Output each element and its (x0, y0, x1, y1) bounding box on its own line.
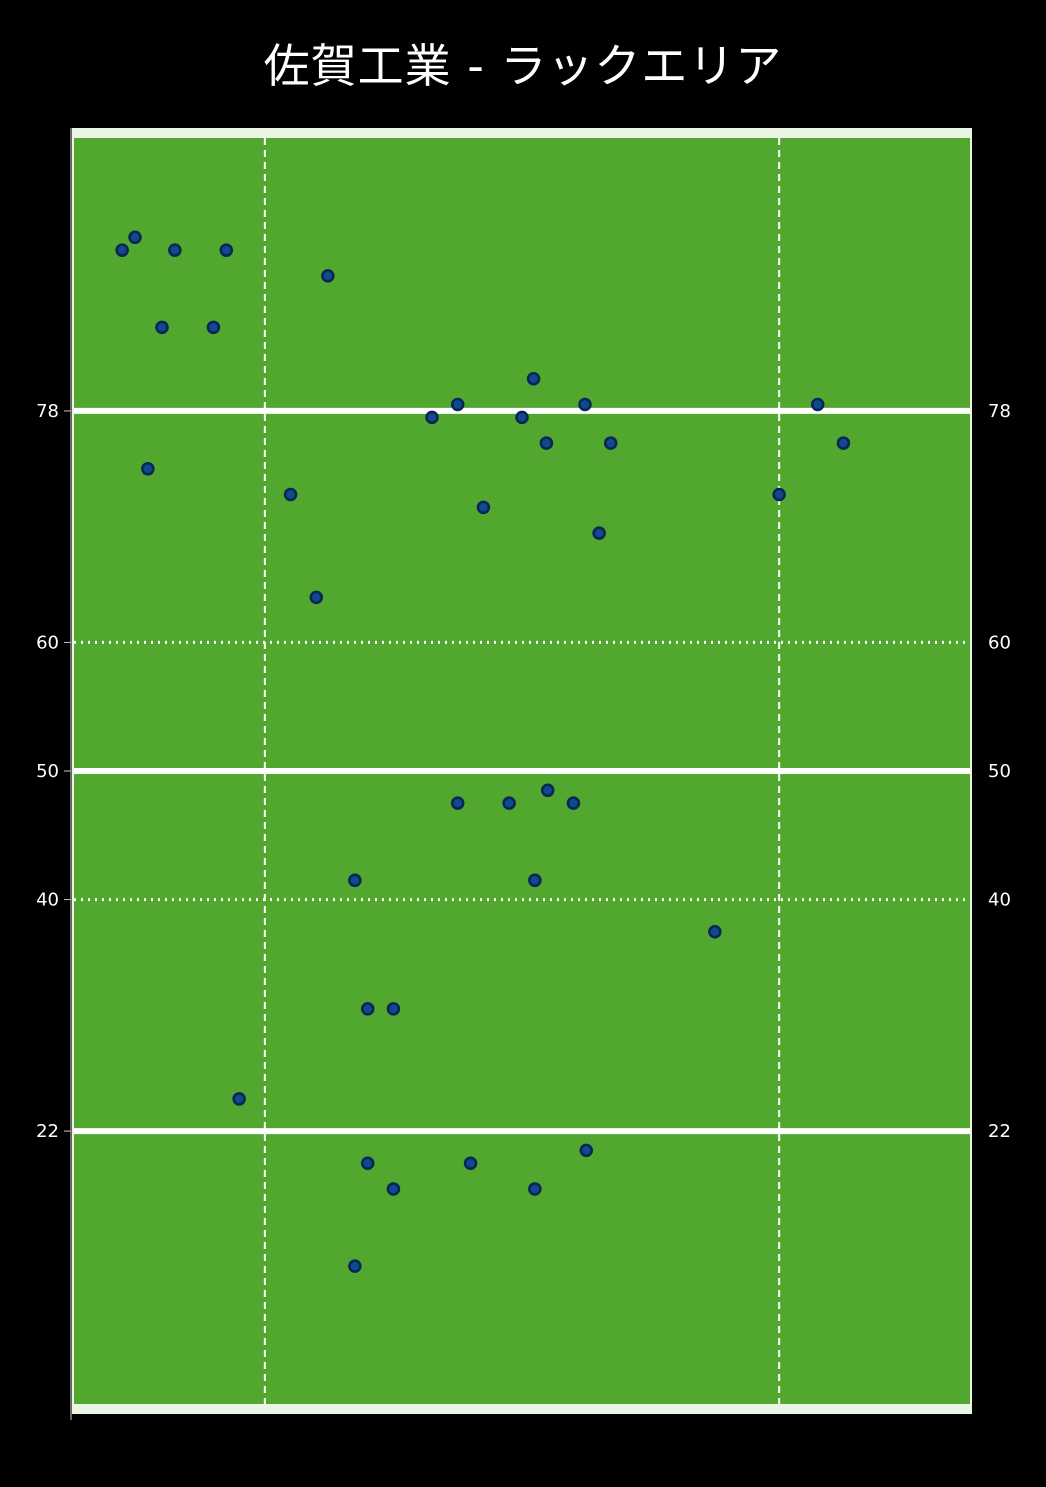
data-point-0 (115, 243, 129, 257)
tick-label-left-50: 50 (36, 761, 59, 782)
data-point-21 (309, 590, 324, 605)
data-point-30 (386, 1002, 401, 1016)
data-point-6 (206, 320, 221, 335)
data-point-14 (810, 397, 825, 412)
data-point-35 (386, 1182, 401, 1196)
data-point-16 (141, 462, 155, 476)
data-point-9 (450, 397, 465, 412)
data-point-17 (283, 487, 298, 502)
data-point-18 (476, 500, 491, 515)
data-point-26 (348, 873, 362, 888)
data-point-12 (539, 436, 554, 450)
tick-label-right-40: 40 (988, 890, 1011, 911)
data-point-19 (772, 487, 786, 502)
tick-label-right-78: 78 (988, 401, 1011, 422)
data-point-3 (219, 243, 234, 257)
data-point-33 (360, 1156, 375, 1170)
data-point-13 (603, 436, 618, 450)
chart-title: 佐賀工業 - ラックエリア (263, 39, 783, 93)
data-point-15 (836, 436, 851, 450)
y-axis-ticks: 78 60 50 40 22 78 60 50 40 22 (36, 401, 1011, 1142)
data-point-36 (528, 1182, 542, 1196)
tick-label-left-40: 40 (36, 890, 59, 911)
data-point-34 (463, 1156, 478, 1170)
data-point-32 (579, 1143, 594, 1158)
data-point-7 (526, 372, 541, 386)
tick-label-left-78: 78 (36, 401, 59, 422)
tick-label-right-22: 22 (988, 1121, 1011, 1142)
tick-label-left-22: 22 (36, 1121, 59, 1142)
data-point-25 (566, 796, 581, 810)
data-point-4 (321, 269, 335, 283)
data-point-37 (348, 1259, 362, 1273)
data-point-27 (528, 873, 542, 888)
data-point-2 (168, 243, 182, 257)
data-point-31 (232, 1092, 246, 1106)
data-point-11 (578, 397, 592, 412)
tick-label-right-50: 50 (988, 761, 1011, 782)
data-point-29 (360, 1002, 375, 1016)
data-point-10 (515, 410, 529, 425)
data-point-28 (708, 925, 722, 939)
data-point-20 (592, 526, 606, 540)
data-point-22 (450, 796, 465, 810)
data-point-5 (155, 320, 169, 335)
data-points (115, 230, 851, 1273)
tick-label-left-60: 60 (36, 632, 59, 653)
data-point-23 (502, 796, 516, 810)
data-point-8 (425, 410, 439, 425)
data-point-24 (540, 783, 555, 798)
tick-label-right-60: 60 (988, 632, 1011, 653)
data-point-1 (128, 230, 142, 245)
